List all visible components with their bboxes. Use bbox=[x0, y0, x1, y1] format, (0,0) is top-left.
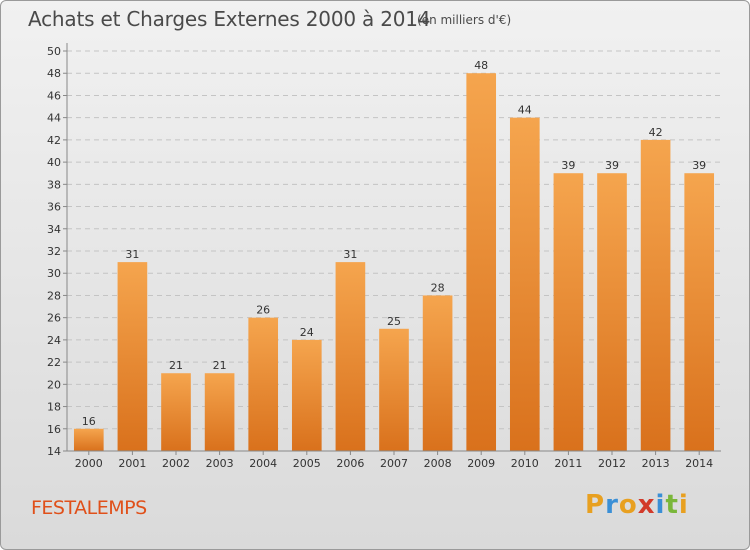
bar-value-label: 16 bbox=[82, 415, 96, 428]
x-tick-label: 2014 bbox=[685, 457, 713, 470]
y-tick-label: 28 bbox=[47, 289, 61, 302]
bar-value-label: 28 bbox=[431, 281, 445, 294]
bar-layer: 16 31 21 21 26 24 31 25 28 48 44 39 39 42 39 bbox=[73, 59, 715, 452]
x-tick-label: 2010 bbox=[511, 457, 539, 470]
bar-value-label: 21 bbox=[213, 359, 227, 372]
logo-letter: P bbox=[585, 490, 606, 520]
x-tick-label: 2006 bbox=[336, 457, 364, 470]
x-tick-label: 2003 bbox=[206, 457, 234, 470]
bar-value-label: 26 bbox=[256, 304, 270, 317]
bar-value-label: 42 bbox=[649, 126, 663, 139]
y-tick-label: 16 bbox=[47, 423, 61, 436]
x-tick-label: 2013 bbox=[642, 457, 670, 470]
y-tick-label: 32 bbox=[47, 245, 61, 258]
bar bbox=[509, 117, 540, 452]
chart-title: Achats et Charges Externes 2000 à 2014 bbox=[28, 7, 431, 31]
logo-letter: r bbox=[605, 490, 619, 520]
bar bbox=[117, 262, 148, 451]
x-tick-label: 2005 bbox=[293, 457, 321, 470]
bar-value-label: 44 bbox=[518, 104, 532, 117]
bar bbox=[161, 373, 191, 451]
y-tick-label: 48 bbox=[47, 67, 61, 80]
y-tick-label: 36 bbox=[47, 201, 61, 214]
y-tick-label: 18 bbox=[47, 401, 61, 414]
logo-letter: i bbox=[655, 490, 666, 520]
bar bbox=[335, 262, 366, 451]
y-tick-label: 38 bbox=[47, 178, 61, 191]
y-tick-label: 44 bbox=[47, 112, 61, 125]
y-tick-label: 22 bbox=[47, 356, 61, 369]
bar bbox=[204, 373, 235, 451]
axis-layer: 14 16 18 20 22 24 26 28 30 32 34 36 38 40 42 44 46 48 50 20… bbox=[47, 43, 721, 470]
x-tick-label: 2001 bbox=[118, 457, 146, 470]
bar bbox=[422, 295, 453, 451]
bar-value-label: 39 bbox=[561, 159, 575, 172]
logo-letter: t bbox=[665, 490, 679, 520]
commune-name: FESTALEMPS bbox=[31, 497, 147, 519]
bar bbox=[597, 173, 627, 451]
x-tick-label: 2008 bbox=[424, 457, 452, 470]
chart-subtitle: (en milliers d'€) bbox=[417, 13, 512, 27]
bar bbox=[291, 339, 322, 451]
y-tick-label: 46 bbox=[47, 89, 61, 102]
bar bbox=[553, 173, 584, 451]
bar-value-label: 25 bbox=[387, 315, 401, 328]
bar-value-label: 21 bbox=[169, 359, 183, 372]
bar-value-label: 24 bbox=[300, 326, 314, 339]
bar bbox=[684, 173, 715, 451]
y-tick-label: 34 bbox=[47, 223, 61, 236]
x-tick-label: 2000 bbox=[75, 457, 103, 470]
logo-letter: x bbox=[637, 490, 656, 520]
x-tick-label: 2011 bbox=[554, 457, 582, 470]
bar bbox=[379, 328, 409, 451]
bar-value-label: 48 bbox=[474, 59, 488, 72]
bar bbox=[466, 73, 497, 451]
logo-letter: o bbox=[618, 490, 638, 520]
bar-value-label: 31 bbox=[125, 248, 139, 261]
logo-letter: i bbox=[678, 490, 689, 520]
bar bbox=[248, 317, 279, 451]
x-tick-label: 2009 bbox=[467, 457, 495, 470]
y-tick-label: 26 bbox=[47, 312, 61, 325]
y-tick-label: 14 bbox=[47, 445, 61, 458]
x-tick-label: 2002 bbox=[162, 457, 190, 470]
y-tick-label: 50 bbox=[47, 45, 61, 58]
x-tick-label: 2004 bbox=[249, 457, 277, 470]
y-tick-label: 42 bbox=[47, 134, 61, 147]
bar-value-label: 31 bbox=[343, 248, 357, 261]
bar bbox=[73, 428, 104, 451]
bar bbox=[640, 139, 671, 451]
bar-value-label: 39 bbox=[692, 159, 706, 172]
bar-value-label: 39 bbox=[605, 159, 619, 172]
x-tick-label: 2007 bbox=[380, 457, 408, 470]
x-tick-label: 2012 bbox=[598, 457, 626, 470]
y-tick-label: 30 bbox=[47, 267, 61, 280]
y-tick-label: 40 bbox=[47, 156, 61, 169]
y-tick-label: 24 bbox=[47, 334, 61, 347]
proxiti-logo[interactable]: Proxiti bbox=[585, 490, 689, 520]
y-tick-label: 20 bbox=[47, 378, 61, 391]
